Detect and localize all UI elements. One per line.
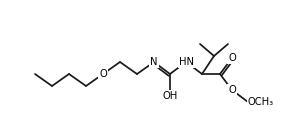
Text: N: N [150,57,158,67]
Text: O: O [228,85,236,95]
Text: O: O [99,69,107,79]
Text: HN: HN [178,57,194,67]
Text: OCH₃: OCH₃ [248,97,274,107]
Text: OH: OH [162,91,178,101]
Text: O: O [228,53,236,63]
